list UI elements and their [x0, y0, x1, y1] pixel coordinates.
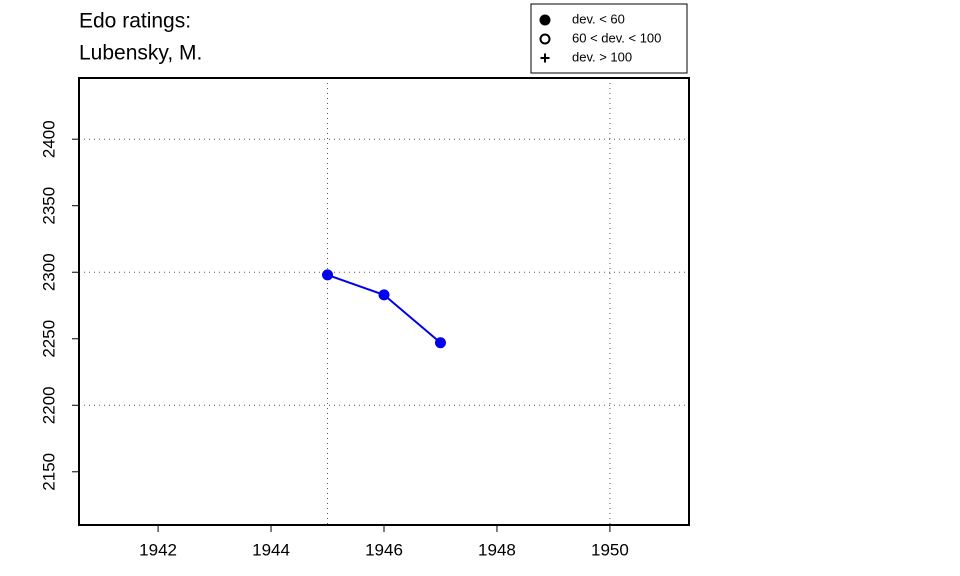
y-tick-label: 2400 [39, 120, 58, 158]
y-tick-label: 2300 [39, 253, 58, 291]
legend-label: 60 < dev. < 100 [572, 30, 661, 45]
x-tick-label: 1942 [139, 540, 177, 559]
legend-symbol [539, 33, 551, 45]
marker [434, 337, 446, 349]
y-tick-label: 2200 [39, 386, 58, 424]
legend-symbol [540, 53, 550, 63]
chart-title: Edo ratings: [79, 10, 191, 33]
y-tick-label: 2350 [39, 187, 58, 225]
y-tick-label: 2150 [39, 453, 58, 491]
x-tick-label: 1948 [478, 540, 516, 559]
x-tick-label: 1944 [252, 540, 290, 559]
legend-label: dev. > 100 [572, 49, 632, 64]
legend-box [530, 3, 688, 74]
y-tick-label: 2250 [39, 320, 58, 358]
chart-title: Lubensky, M. [79, 42, 202, 65]
x-tick-label: 1950 [591, 540, 629, 559]
legend-label: dev. < 60 [572, 11, 625, 26]
plot-frame [78, 77, 690, 526]
series-line [327, 273, 442, 344]
legend-symbol [539, 14, 551, 26]
marker [322, 269, 334, 281]
x-tick-label: 1946 [365, 540, 403, 559]
marker [378, 289, 390, 301]
